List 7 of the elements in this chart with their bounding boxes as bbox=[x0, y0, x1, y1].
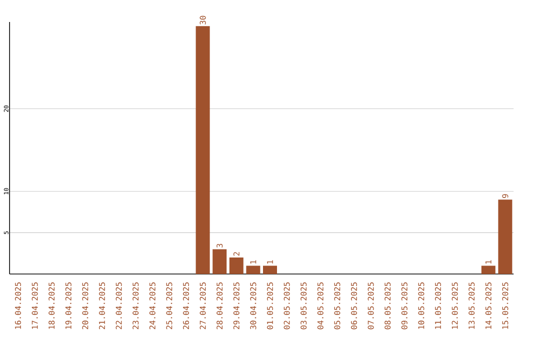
bar bbox=[246, 266, 260, 274]
bar bbox=[212, 249, 227, 274]
bar bbox=[481, 266, 496, 274]
bar bbox=[498, 200, 512, 274]
bar bbox=[196, 26, 210, 274]
bar bbox=[229, 257, 244, 274]
bar bbox=[263, 266, 278, 274]
